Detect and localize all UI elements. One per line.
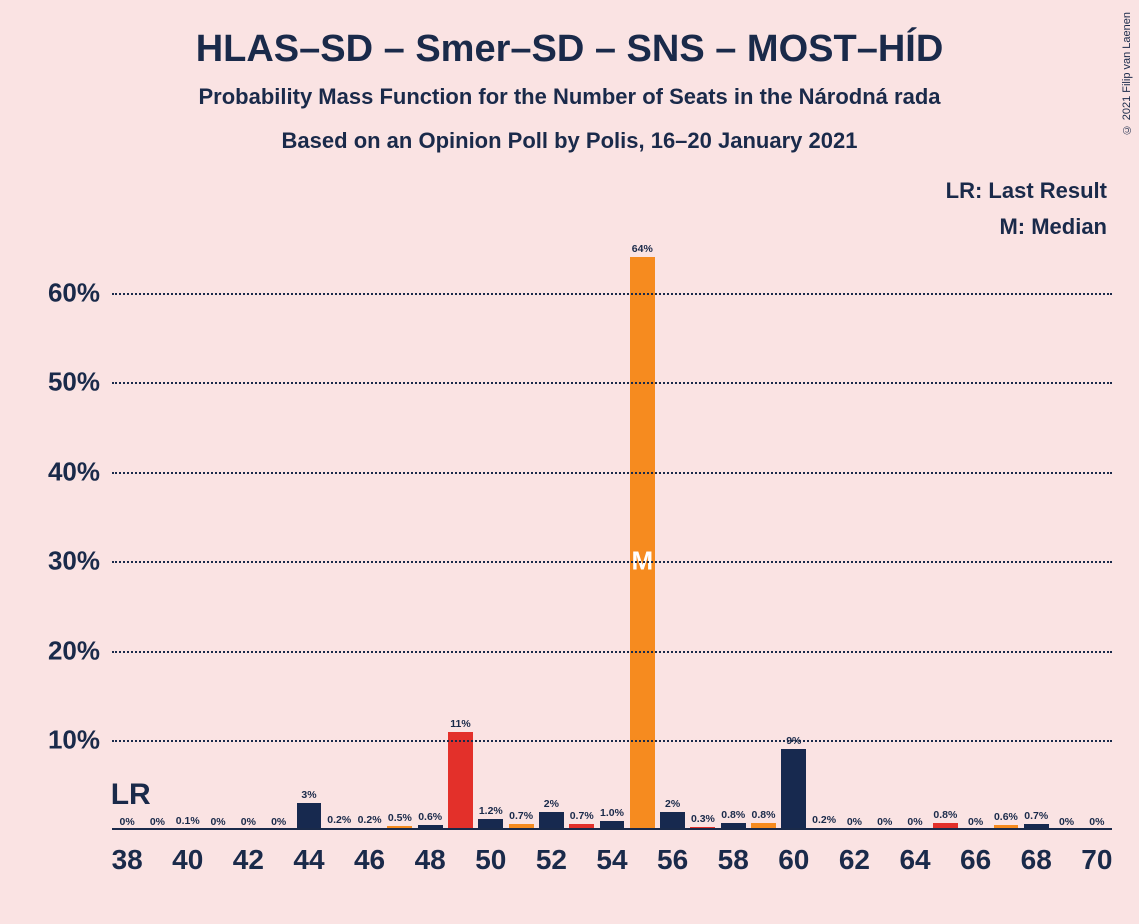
xtick-label: 70	[1081, 844, 1112, 876]
bar: 11%	[448, 732, 473, 830]
bar-value-label: 0.7%	[509, 810, 533, 824]
bar-value-label: 0.8%	[721, 809, 745, 823]
bar: 3%	[297, 803, 322, 830]
bar-value-label: 0.7%	[570, 810, 594, 824]
gridline	[112, 382, 1112, 384]
bar-value-label: 0.5%	[388, 812, 412, 826]
xtick-label: 66	[960, 844, 991, 876]
bar-value-label: 0.1%	[176, 815, 200, 829]
chart-plot-area: 0%0%0.1%0%0%0%3%0.2%0.2%0.5%0.6%11%1.2%0…	[112, 248, 1112, 830]
chart-subtitle-1: Probability Mass Function for the Number…	[0, 84, 1139, 110]
gridline	[112, 472, 1112, 474]
xtick-label: 50	[475, 844, 506, 876]
xtick-label: 48	[415, 844, 446, 876]
bar-value-label: 0.2%	[812, 814, 836, 828]
last-result-marker: LR	[111, 778, 151, 812]
gridline	[112, 651, 1112, 653]
ytick-label: 50%	[48, 367, 112, 398]
xtick-label: 56	[657, 844, 688, 876]
xtick-label: 60	[778, 844, 809, 876]
bar: 64%	[630, 257, 655, 830]
bar-value-label: 0.2%	[358, 814, 382, 828]
gridline	[112, 740, 1112, 742]
xtick-label: 40	[172, 844, 203, 876]
ytick-label: 40%	[48, 456, 112, 487]
xtick-label: 68	[1021, 844, 1052, 876]
bar-value-label: 0.6%	[418, 811, 442, 825]
xtick-label: 46	[354, 844, 385, 876]
xtick-label: 44	[293, 844, 324, 876]
ytick-label: 60%	[48, 277, 112, 308]
bars-container: 0%0%0.1%0%0%0%3%0.2%0.2%0.5%0.6%11%1.2%0…	[112, 248, 1112, 830]
xtick-label: 58	[718, 844, 749, 876]
xtick-label: 62	[839, 844, 870, 876]
bar-value-label: 1.2%	[479, 805, 503, 819]
chart-subtitle-2: Based on an Opinion Poll by Polis, 16–20…	[0, 128, 1139, 154]
bar-value-label: 3%	[301, 789, 316, 803]
ytick-label: 30%	[48, 546, 112, 577]
bar-value-label: 0.6%	[994, 811, 1018, 825]
bar-value-label: 1.0%	[600, 807, 624, 821]
bar-value-label: 2%	[665, 798, 680, 812]
copyright-text: © 2021 Filip van Laenen	[1121, 12, 1133, 135]
legend-m: M: Median	[999, 214, 1107, 240]
xtick-label: 42	[233, 844, 264, 876]
xtick-label: 52	[536, 844, 567, 876]
bar-value-label: 0.2%	[327, 814, 351, 828]
xtick-label: 64	[899, 844, 930, 876]
bar-value-label: 64%	[632, 243, 653, 257]
bar: 9%	[781, 749, 806, 830]
gridline	[112, 561, 1112, 563]
bar-value-label: 2%	[544, 798, 559, 812]
legend-lr: LR: Last Result	[946, 178, 1107, 204]
bar-value-label: 0.3%	[691, 813, 715, 827]
xtick-label: 38	[112, 844, 143, 876]
x-axis-baseline	[112, 828, 1112, 830]
bar-value-label: 11%	[450, 718, 470, 732]
ytick-label: 10%	[48, 725, 112, 756]
ytick-label: 20%	[48, 635, 112, 666]
gridline	[112, 293, 1112, 295]
chart-title: HLAS–SD – Smer–SD – SNS – MOST–HÍD	[0, 28, 1139, 71]
bar-value-label: 0.8%	[752, 809, 776, 823]
bar-value-label: 0.8%	[933, 809, 957, 823]
xtick-label: 54	[596, 844, 627, 876]
bar-value-label: 0.7%	[1024, 810, 1048, 824]
